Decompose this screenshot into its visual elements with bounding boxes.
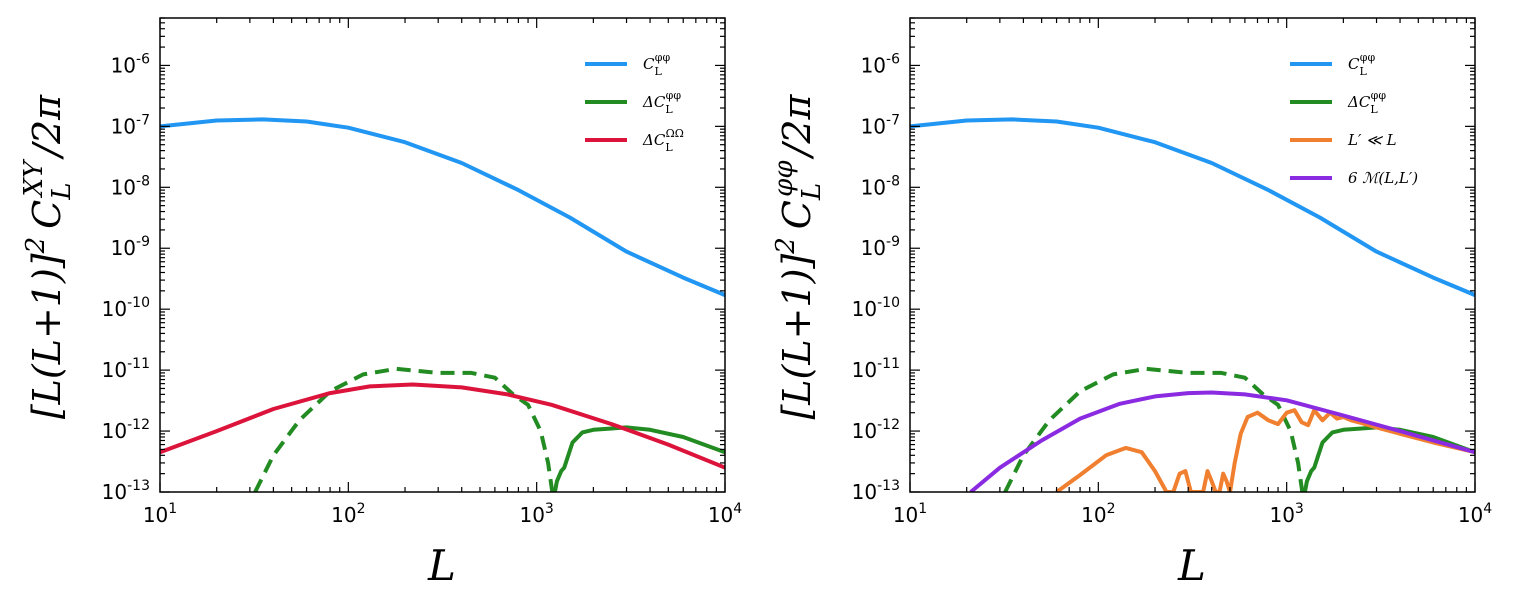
panel-left: 101 102 103 104 10-13 10-12 10-11 10-10 10-9 10-8… <box>19 17 742 590</box>
x-tick-label: 102 <box>1081 501 1115 527</box>
plot-frame-left <box>159 17 726 493</box>
legend-label-2: ΔCLφφ <box>642 89 681 116</box>
y-tick-label: 10-8 <box>861 173 900 199</box>
ticks-right: 101 102 103 104 10-13 10-12 10-11 10-10 10-9 10-8… <box>852 17 1492 527</box>
y-tick-label: 10-7 <box>861 112 900 138</box>
x-tick-label: 104 <box>1458 501 1492 527</box>
x-tick-label: 103 <box>1269 501 1303 527</box>
series-line-4 <box>969 390 1475 492</box>
panel-right: 101 102 103 104 10-13 10-12 10-11 10-10 10-9 10-8… <box>769 17 1492 590</box>
series-line-2 <box>552 425 725 492</box>
x-tick-label: 103 <box>519 501 553 527</box>
y-tick-label: 10-6 <box>861 51 901 77</box>
series-line-0 <box>910 117 1475 297</box>
y-tick-label: 10-9 <box>861 234 900 260</box>
x-axis-label-left: L <box>427 541 456 590</box>
legend-label-0: CLφφ <box>643 51 670 78</box>
y-tick-label: 10-9 <box>111 234 150 260</box>
series-line-1 <box>1003 366 1305 492</box>
x-tick-label: 101 <box>893 501 927 527</box>
series-line-3 <box>160 382 725 470</box>
y-axis-label-left: [L(L+1)]2CLXY/2π <box>19 94 77 419</box>
legend-label-2: ΔCLφφ <box>1347 89 1386 116</box>
y-tick-label: 10-11 <box>102 356 150 382</box>
ticks-left: 101 102 103 104 10-13 10-12 10-11 10-10 10-9 10-8… <box>102 17 742 527</box>
series-layer-right <box>910 117 1475 492</box>
y-tick-label: 10-7 <box>111 112 150 138</box>
legend-right: CLφφ ΔCLφφ L′ ≪ L 6 ℳ(L,L′) <box>1290 51 1418 187</box>
x-tick-label: 102 <box>331 501 365 527</box>
y-tick-label: 10-13 <box>852 478 900 504</box>
x-tick-label: 104 <box>708 501 742 527</box>
x-tick-label: 101 <box>143 501 177 527</box>
y-tick-label: 10-12 <box>852 417 900 443</box>
y-tick-label: 10-10 <box>852 295 900 321</box>
legend-label-0: CLφφ <box>1348 51 1375 78</box>
series-layer-left <box>160 117 725 492</box>
legend-left: CLφφ ΔCLφφ ΔCLΩΩ <box>585 51 684 154</box>
y-tick-label: 10-11 <box>852 356 900 382</box>
plot-frame-right <box>909 17 1476 493</box>
series-line-3 <box>1055 408 1475 492</box>
legend-label-3: ΔCLΩΩ <box>642 127 684 154</box>
y-tick-label: 10-10 <box>102 295 150 321</box>
x-axis-label-right: L <box>1177 541 1206 590</box>
y-axis-label-right: [L(L+1)]2CLφφ/2π <box>769 93 827 419</box>
series-line-1 <box>253 366 555 492</box>
series-line-0 <box>160 117 725 297</box>
y-tick-label: 10-13 <box>102 478 150 504</box>
legend-label-4: 6 ℳ(L,L′) <box>1348 169 1418 187</box>
series-line-2 <box>1302 425 1475 492</box>
legend-label-3: L′ ≪ L <box>1347 131 1397 149</box>
y-tick-label: 10-12 <box>102 417 150 443</box>
y-tick-label: 10-8 <box>111 173 150 199</box>
y-tick-label: 10-6 <box>111 51 151 77</box>
